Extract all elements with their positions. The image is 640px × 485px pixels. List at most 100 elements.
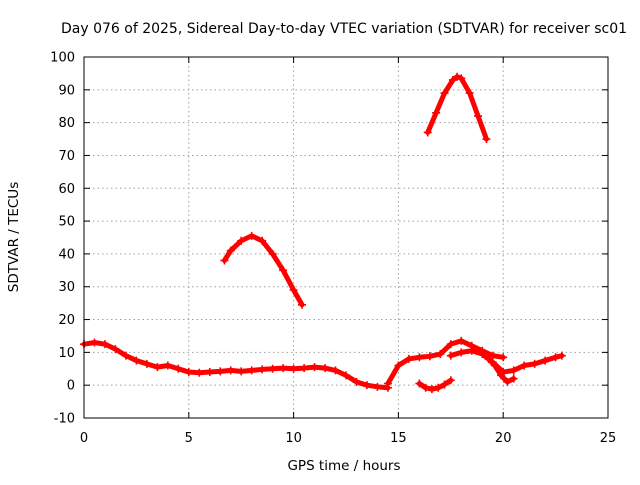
data-point bbox=[465, 89, 474, 98]
data-point bbox=[268, 364, 277, 373]
plot-frame bbox=[83, 56, 609, 419]
data-point bbox=[551, 353, 560, 362]
y-tick-label: 40 bbox=[58, 247, 75, 262]
data-point bbox=[474, 112, 483, 121]
data-point bbox=[530, 359, 539, 368]
data-point bbox=[427, 385, 436, 394]
data-point bbox=[467, 346, 476, 355]
data-point bbox=[226, 366, 235, 375]
data-point bbox=[497, 371, 506, 380]
data-point bbox=[425, 352, 434, 361]
series-arc-baseline-2 bbox=[383, 336, 508, 388]
data-point bbox=[482, 135, 491, 144]
y-tick-label: 10 bbox=[58, 346, 75, 361]
data-point bbox=[289, 364, 298, 373]
data-point bbox=[394, 361, 403, 370]
data-point bbox=[297, 300, 306, 309]
x-axis-label: GPS time / hours bbox=[287, 458, 400, 474]
data-point bbox=[142, 359, 151, 368]
data-point bbox=[440, 380, 449, 389]
data-point bbox=[499, 353, 508, 362]
data-point bbox=[448, 75, 457, 84]
data-point bbox=[373, 382, 382, 391]
y-tick-label: 100 bbox=[50, 51, 75, 66]
data-point bbox=[446, 351, 455, 360]
x-tick-label: 5 bbox=[185, 431, 193, 446]
data-point bbox=[457, 336, 466, 345]
series-line bbox=[221, 233, 305, 308]
data-point bbox=[457, 74, 466, 83]
data-point bbox=[436, 350, 445, 359]
data-point bbox=[520, 361, 529, 370]
chart-title: Day 076 of 2025, Sidereal Day-to-day VTE… bbox=[61, 21, 627, 37]
data-point bbox=[268, 249, 277, 258]
data-point bbox=[478, 350, 487, 359]
y-tick-label: 70 bbox=[58, 149, 75, 164]
series-arc-peak-2 bbox=[423, 72, 491, 144]
data-point bbox=[432, 108, 441, 117]
data-point bbox=[352, 377, 361, 386]
data-point bbox=[226, 246, 235, 255]
y-tick-label: 90 bbox=[58, 83, 75, 98]
data-point bbox=[421, 383, 430, 392]
series-group bbox=[80, 72, 566, 394]
data-point bbox=[557, 351, 566, 360]
data-point bbox=[258, 236, 267, 245]
data-point bbox=[490, 361, 499, 370]
data-point bbox=[509, 374, 518, 383]
data-point bbox=[121, 351, 130, 360]
data-point bbox=[457, 348, 466, 357]
data-point bbox=[415, 353, 424, 362]
data-point bbox=[446, 376, 455, 385]
data-point bbox=[503, 377, 512, 386]
data-point bbox=[279, 364, 288, 373]
series-arc-peak-1 bbox=[220, 231, 306, 309]
y-tick-label: 50 bbox=[58, 215, 75, 230]
x-tick-label: 15 bbox=[390, 431, 407, 446]
data-point bbox=[220, 256, 229, 265]
y-tick-label: 20 bbox=[58, 313, 75, 328]
y-tick-label: 80 bbox=[58, 116, 75, 131]
data-point bbox=[237, 236, 246, 245]
data-point bbox=[383, 379, 392, 388]
series-arc-small bbox=[415, 376, 455, 394]
grid bbox=[84, 57, 608, 418]
data-point bbox=[453, 72, 462, 81]
data-point bbox=[258, 365, 267, 374]
x-tick-label: 20 bbox=[495, 431, 512, 446]
data-point bbox=[289, 286, 298, 295]
data-point bbox=[404, 354, 413, 363]
x-tick-label: 10 bbox=[285, 431, 302, 446]
series-line bbox=[385, 338, 506, 387]
data-point bbox=[446, 340, 455, 349]
axis-ticks bbox=[83, 56, 609, 419]
y-tick-label: 0 bbox=[67, 379, 75, 394]
data-point bbox=[132, 356, 141, 365]
data-point bbox=[205, 368, 214, 377]
data-point bbox=[111, 345, 120, 354]
y-axis-label: SDTVAR / TECUs bbox=[6, 182, 22, 292]
data-point bbox=[90, 338, 99, 347]
data-point bbox=[163, 361, 172, 370]
data-point bbox=[415, 379, 424, 388]
data-point bbox=[216, 367, 225, 376]
data-point bbox=[247, 231, 256, 240]
x-tick-labels: 0 5 10 15 20 25 bbox=[80, 431, 616, 446]
series-line bbox=[425, 74, 489, 142]
data-point bbox=[362, 381, 371, 390]
data-point bbox=[440, 89, 449, 98]
data-point bbox=[434, 383, 443, 392]
data-point bbox=[541, 356, 550, 365]
series-arc-baseline-3 bbox=[446, 346, 566, 377]
data-point bbox=[153, 363, 162, 372]
series-arc-baseline-1 bbox=[80, 338, 392, 392]
data-point bbox=[342, 371, 350, 380]
data-point bbox=[484, 354, 493, 363]
data-point bbox=[423, 128, 432, 137]
data-point bbox=[184, 368, 193, 377]
y-tick-label: -10 bbox=[54, 412, 75, 427]
data-point bbox=[100, 340, 109, 349]
y-tick-label: 30 bbox=[58, 280, 75, 295]
data-point bbox=[310, 363, 319, 372]
